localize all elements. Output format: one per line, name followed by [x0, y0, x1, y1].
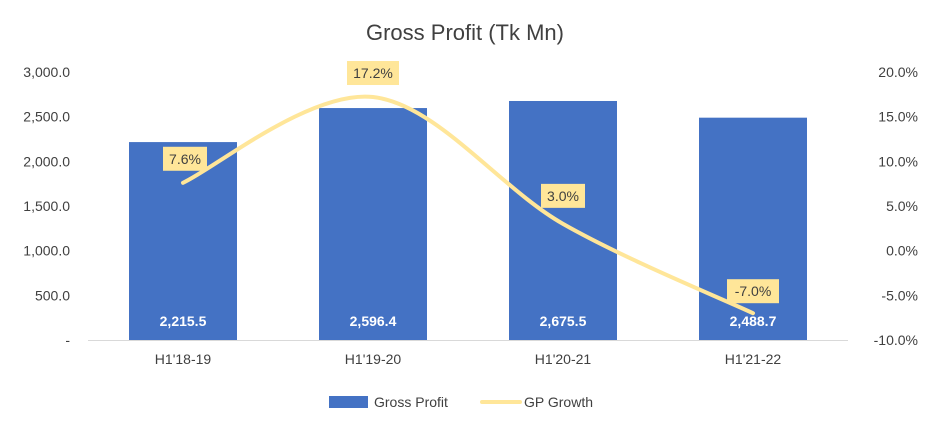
- left-axis-tick-label: 3,000.0: [23, 64, 70, 80]
- line-series: 7.6% 17.2% 3.0% -7.0%: [163, 61, 779, 316]
- bar-data-label: 2,215.5: [160, 313, 207, 329]
- bar: [319, 108, 427, 340]
- right-axis-tick-label: 0.0%: [886, 243, 918, 259]
- x-axis: H1'18-19 H1'19-20 H1'20-21 H1'21-22: [88, 340, 848, 367]
- right-axis: -10.0% -5.0% 0.0% 5.0% 10.0% 15.0% 20.0%: [874, 64, 918, 348]
- right-axis-tick-label: 5.0%: [886, 198, 918, 214]
- right-axis-tick-label: -10.0%: [874, 332, 918, 348]
- right-axis-tick-label: 10.0%: [878, 153, 918, 169]
- bar-series: 2,215.5 2,596.4 2,675.5 2,488.7: [129, 100, 807, 340]
- bar-data-label: 2,488.7: [730, 313, 777, 329]
- x-axis-tick-label: H1'18-19: [155, 351, 212, 367]
- legend-label: GP Growth: [524, 394, 593, 410]
- line-data-label: 7.6%: [169, 151, 201, 167]
- line-data-label: 3.0%: [547, 188, 579, 204]
- chart-title: Gross Profit (Tk Mn): [366, 20, 564, 45]
- line-data-label: -7.0%: [735, 283, 772, 299]
- line-data-label-box: [347, 61, 399, 86]
- line-data-label-box: [541, 183, 585, 208]
- right-axis-tick-label: 15.0%: [878, 109, 918, 125]
- right-axis-tick-label: 20.0%: [878, 64, 918, 80]
- legend-swatch-bar: [329, 396, 368, 408]
- line-data-label: 17.2%: [353, 65, 393, 81]
- left-axis-tick-label: 1,000.0: [23, 243, 70, 259]
- left-axis-tick-label: 500.0: [35, 287, 70, 303]
- left-axis-tick-label: 1,500.0: [23, 198, 70, 214]
- bar: [129, 142, 237, 340]
- legend-label: Gross Profit: [374, 394, 448, 410]
- bar: [699, 117, 807, 340]
- x-axis-tick-label: H1'20-21: [535, 351, 592, 367]
- left-axis: - 500.0 1,000.0 1,500.0 2,000.0 2,500.0 3,000.…: [23, 64, 70, 348]
- right-axis-tick-label: -5.0%: [881, 287, 918, 303]
- line-data-label-box: [727, 279, 779, 304]
- bar-data-label: 2,596.4: [350, 313, 397, 329]
- legend: Gross Profit GP Growth: [329, 394, 593, 410]
- bar-data-label: 2,675.5: [540, 313, 587, 329]
- left-axis-tick-label: -: [65, 332, 70, 348]
- left-axis-tick-label: 2,500.0: [23, 109, 70, 125]
- left-axis-tick-label: 2,000.0: [23, 153, 70, 169]
- x-axis-tick-label: H1'19-20: [345, 351, 402, 367]
- x-axis-tick-label: H1'21-22: [725, 351, 782, 367]
- line-data-label-box: [163, 146, 207, 171]
- bar: [509, 100, 617, 340]
- line-path: [181, 94, 755, 316]
